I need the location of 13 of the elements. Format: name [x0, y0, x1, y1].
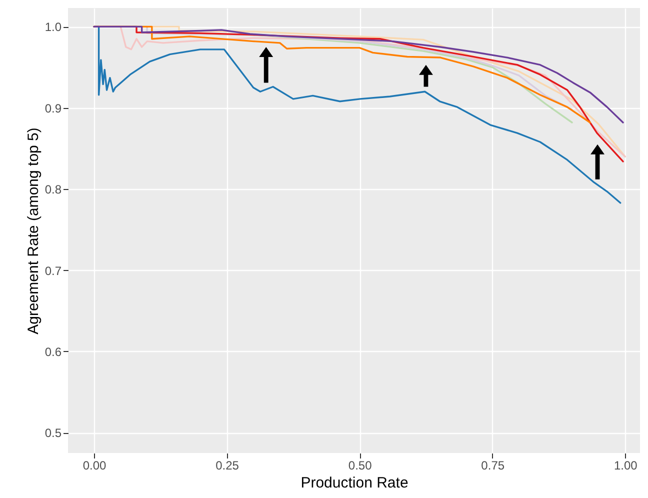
x-tick-label: 0.00	[82, 458, 107, 472]
y-tick-label: 0.7	[44, 264, 62, 278]
y-tick-label: 0.9	[44, 101, 62, 116]
y-tick-label: 0.8	[44, 182, 62, 197]
x-axis-title: Production Rate	[300, 474, 408, 492]
x-tick-label: 0.25	[216, 458, 240, 472]
y-tick-label: 0.5	[44, 426, 62, 440]
x-tick-label: 1.00	[614, 458, 638, 472]
y-axis-title: Agreement Rate (among top 5)	[24, 128, 42, 334]
x-tick-label: 0.75	[481, 458, 505, 472]
y-tick-label: 0.6	[44, 344, 62, 359]
y-tick-label: 1.0	[44, 20, 62, 34]
x-tick-label: 0.50	[348, 458, 372, 472]
